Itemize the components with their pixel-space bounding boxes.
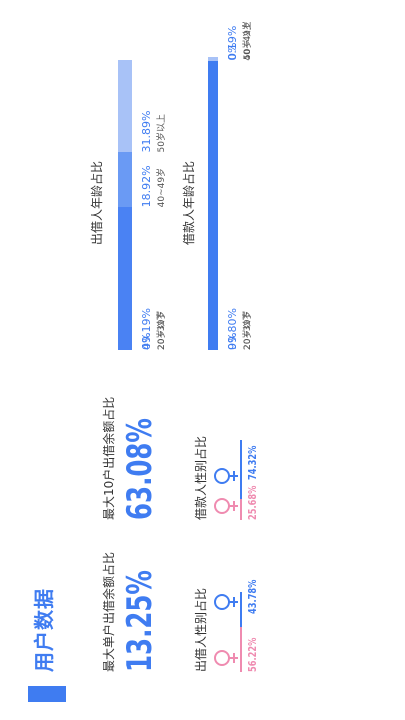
age-segment [118, 60, 132, 153]
age-category-label: 50岁以上 [157, 114, 167, 153]
age-percent-label: 99.80% [226, 308, 239, 350]
age-category-label: 20~39岁 [243, 310, 253, 350]
section-accent-bar [28, 686, 66, 702]
female-percent: 25.68% [246, 485, 259, 520]
male-icon [214, 468, 238, 484]
borrower-gender-chart: 25.68% 74.32% [212, 410, 272, 520]
female-icon [214, 498, 238, 514]
age-segment [118, 207, 132, 350]
lender-gender-title: 出借人性别占比 [194, 587, 208, 672]
female-share-line [240, 499, 242, 520]
male-share-line [240, 440, 242, 500]
section-title: 用户数据 [32, 588, 56, 672]
male-percent: 43.78% [246, 579, 259, 614]
age-percent-label: 31.89% [140, 110, 153, 153]
borrower-age-stacked-bar: 0% 20岁以下 99.80% 20~39岁 0.19% 40~49岁 0% 50岁以上 [208, 21, 253, 350]
age-category-label: 50岁以上 [243, 21, 253, 60]
borrower-age-chart-title: 借款人年龄占比 [182, 160, 196, 245]
age-category-label: 40~49岁 [157, 167, 167, 208]
top10-lender-ratio-label: 最大10户出借余额占比 [102, 396, 116, 520]
age-segment [118, 152, 132, 208]
age-segment [208, 57, 218, 60]
age-segment [208, 60, 218, 350]
age-percent-label: 49.19% [140, 308, 153, 350]
age-percent-label: 18.92% [140, 165, 153, 208]
lender-age-chart-title: 出借人年龄占比 [90, 160, 104, 245]
male-icon [214, 594, 238, 610]
female-share-line [240, 627, 242, 672]
age-percent-label: 0% [226, 42, 239, 60]
borrower-gender-title: 借款人性别占比 [194, 435, 208, 520]
max-single-lender-ratio-value: 13.25% [120, 570, 160, 672]
lender-gender-chart: 56.22% 43.78% [212, 562, 272, 672]
male-percent: 74.32% [246, 445, 259, 480]
lender-age-stacked-bar: 0% 20岁以下 49.19% 20~39岁 18.92% 40~49岁 31.89% 50岁… [118, 60, 167, 350]
female-percent: 56.22% [246, 637, 259, 672]
max-single-lender-ratio-label: 最大单户出借余额占比 [102, 551, 116, 672]
age-category-label: 20~39岁 [157, 310, 167, 350]
female-icon [214, 650, 238, 666]
male-share-line [240, 592, 242, 628]
top10-lender-ratio-value: 63.08% [120, 418, 160, 520]
